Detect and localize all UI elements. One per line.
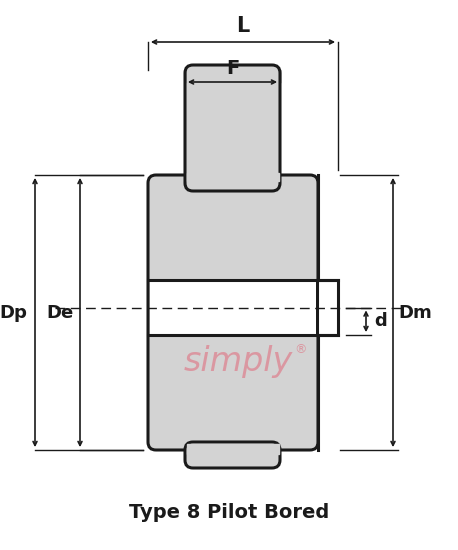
Bar — [150, 280, 316, 335]
FancyBboxPatch shape — [148, 175, 318, 450]
Text: Type 8 Pilot Bored: Type 8 Pilot Bored — [129, 503, 329, 521]
Bar — [317, 280, 338, 335]
Text: simply: simply — [183, 345, 293, 378]
Text: F: F — [226, 58, 239, 78]
Polygon shape — [186, 173, 278, 181]
Text: Dm: Dm — [398, 304, 432, 322]
Text: Dp: Dp — [0, 304, 27, 322]
Text: De: De — [46, 304, 74, 322]
Polygon shape — [186, 444, 278, 454]
Text: ®: ® — [294, 344, 306, 356]
FancyBboxPatch shape — [185, 65, 280, 191]
FancyBboxPatch shape — [185, 442, 280, 468]
Text: L: L — [236, 16, 250, 36]
Text: d: d — [375, 312, 387, 330]
